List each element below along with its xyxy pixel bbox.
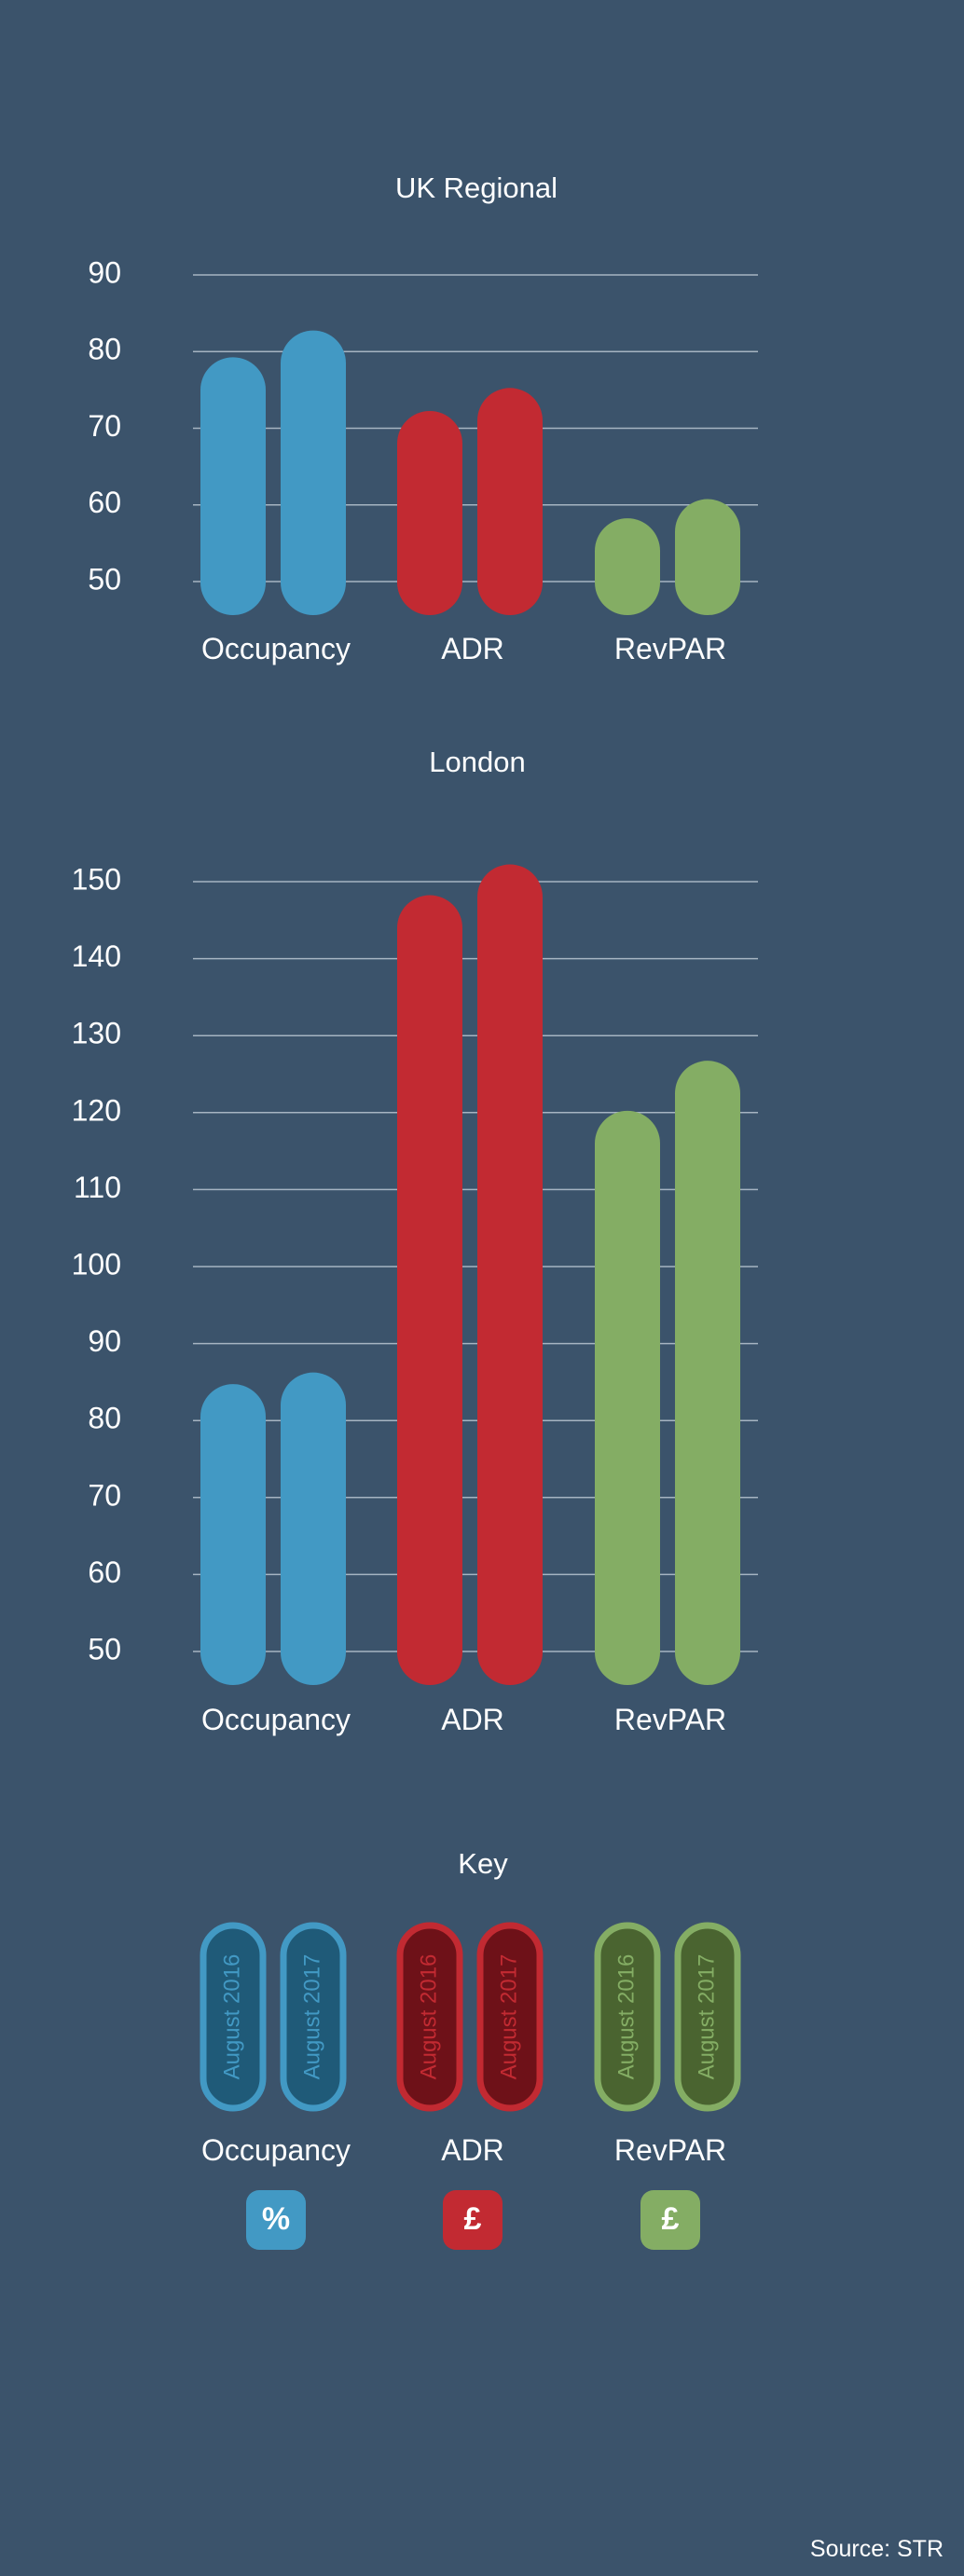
chart-london-category-label: RevPAR	[614, 1703, 726, 1736]
source-note: Source: STR	[809, 2536, 943, 2562]
chart-london-category-label: Occupancy	[201, 1703, 351, 1736]
key-swatch-revpar-august-2017	[674, 1922, 741, 2112]
key-unit-badge-occupancy	[246, 2190, 306, 2250]
key-swatch-revpar-august-2016	[594, 1922, 661, 2112]
chart-london-y-tick-label: 140	[72, 939, 121, 973]
key-swatch-label: August 2017	[496, 1954, 521, 2080]
chart-uk-regional-y-tick-label: 70	[88, 409, 121, 443]
london-chart: London 50 60 70 80 90 100 110 120 130 140 150 Occupa…	[72, 746, 758, 1736]
chart-uk-regional-y-tick-label: 80	[88, 333, 121, 366]
chart-london-bar-occupancy-august-2017	[281, 1372, 346, 1685]
key-unit-symbol: £	[662, 2201, 680, 2237]
chart-london-y-tick-label: 60	[88, 1555, 121, 1589]
chart-uk-regional-bar-adr-august-2017	[477, 388, 543, 615]
key-swatch-adr-august-2016	[396, 1922, 463, 2112]
uk-regional-chart: UK Regional 50 60 70 80 90 Occupancy ADR RevPAR	[88, 171, 758, 665]
chart-london-bar-adr-august-2017	[477, 864, 543, 1685]
chart-uk-regional-y-tick-label: 50	[88, 562, 121, 596]
chart-uk-regional-bar-adr-august-2016	[397, 410, 462, 615]
chart-london-y-tick-label: 100	[72, 1247, 121, 1281]
key-swatch-label: August 2017	[299, 1954, 324, 2080]
key-swatch-occupancy-august-2017	[280, 1922, 347, 2112]
chart-uk-regional-bar-revpar-august-2016	[595, 518, 660, 615]
chart-uk-regional-category-label: ADR	[441, 632, 504, 665]
key-unit-badge-revpar	[640, 2190, 700, 2250]
chart-uk-regional-bar-revpar-august-2017	[675, 499, 740, 615]
chart-london-y-tick-label: 110	[74, 1171, 121, 1204]
chart-london-bar-occupancy-august-2016	[200, 1384, 266, 1685]
key-panel: Key August 2016 August 2017 Occupancy% Augus…	[200, 1847, 741, 2250]
chart-london-y-tick-label: 50	[88, 1632, 121, 1665]
chart-london-bar-revpar-august-2017	[675, 1061, 740, 1685]
key-unit-badge-adr	[443, 2190, 503, 2250]
chart-london-y-tick-label: 150	[72, 862, 121, 896]
chart-london-title: London	[429, 746, 525, 778]
chart-uk-regional-title: UK Regional	[395, 171, 558, 204]
chart-uk-regional-category-label: Occupancy	[201, 632, 351, 665]
chart-london-y-tick-label: 120	[72, 1093, 121, 1127]
chart-uk-regional-bar-occupancy-august-2017	[281, 330, 346, 615]
chart-uk-regional-bar-occupancy-august-2016	[200, 357, 266, 615]
key-swatch-label: August 2016	[219, 1954, 244, 2080]
chart-london-bar-revpar-august-2016	[595, 1110, 660, 1685]
chart-uk-regional-y-tick-label: 60	[88, 486, 121, 519]
chart-london-y-tick-label: 80	[88, 1402, 121, 1435]
key-category-label: Occupancy	[201, 2133, 351, 2167]
key-swatch-adr-august-2017	[476, 1922, 544, 2112]
chart-london-y-tick-label: 70	[88, 1478, 121, 1512]
key-title: Key	[458, 1847, 508, 1880]
key-category-label: ADR	[441, 2133, 504, 2167]
key-unit-symbol: £	[464, 2201, 482, 2237]
chart-london-category-label: ADR	[441, 1703, 504, 1736]
chart-uk-regional-y-tick-label: 90	[88, 255, 121, 289]
chart-london-bar-adr-august-2016	[397, 895, 462, 1685]
key-unit-symbol: %	[262, 2201, 290, 2237]
chart-uk-regional-category-label: RevPAR	[614, 632, 726, 665]
chart-london-y-tick-label: 130	[72, 1017, 121, 1050]
chart-london-y-tick-label: 90	[88, 1324, 121, 1358]
key-swatch-label: August 2017	[694, 1954, 719, 2080]
key-swatch-occupancy-august-2016	[200, 1922, 267, 2112]
key-swatch-label: August 2016	[613, 1954, 639, 2080]
key-category-label: RevPAR	[614, 2133, 726, 2167]
key-swatch-label: August 2016	[416, 1954, 441, 2080]
